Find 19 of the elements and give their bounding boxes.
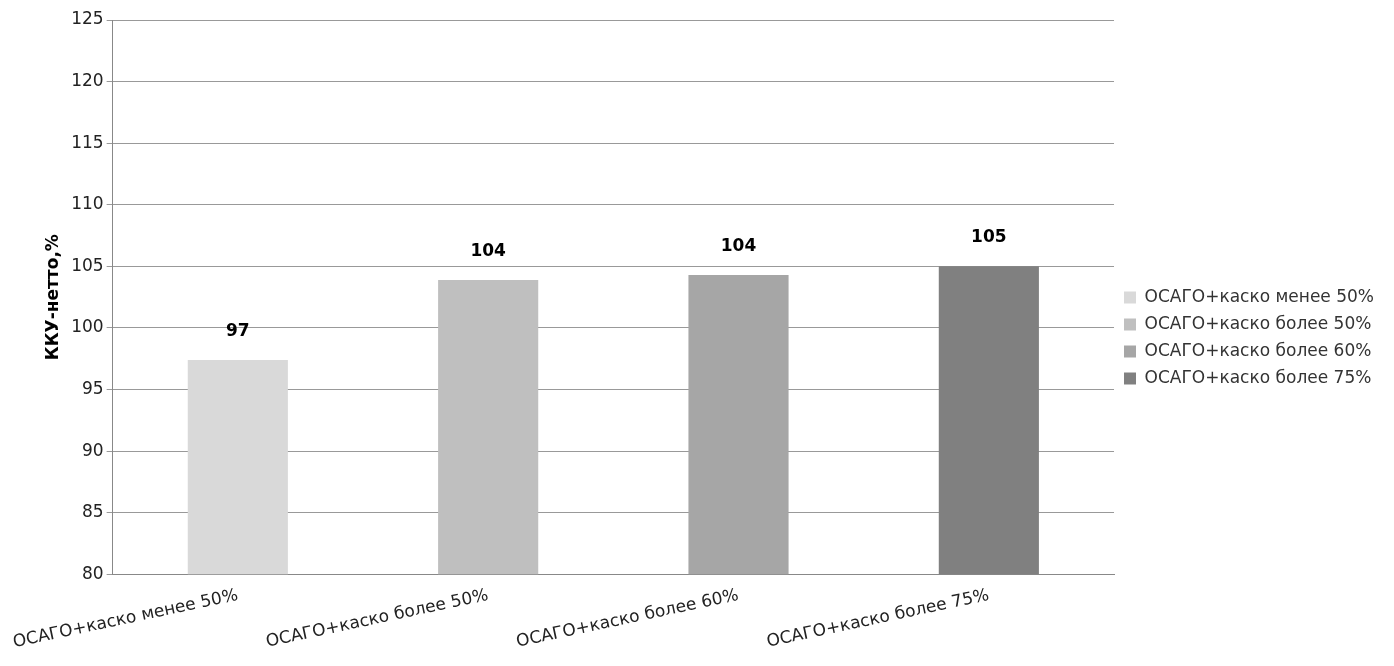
y-tick-label: 125 <box>71 8 104 29</box>
y-tick-label: 115 <box>71 131 104 152</box>
y-tick-label: 105 <box>71 254 104 275</box>
data-label: 104 <box>470 239 507 260</box>
y-axis-title: ККУ-нетто,% <box>42 234 63 361</box>
y-tick-label: 95 <box>82 377 104 398</box>
legend-label: ОСАГО+каско менее 50% <box>1144 285 1374 306</box>
legend-label: ОСАГО+каско более 75% <box>1144 366 1372 387</box>
data-label: 97 <box>225 319 250 340</box>
data-label: 105 <box>971 226 1007 247</box>
legend-label: ОСАГО+каско более 50% <box>1144 312 1372 333</box>
y-tick-label: 110 <box>71 193 104 214</box>
y-tick-label: 100 <box>71 316 104 337</box>
y-tick-label: 80 <box>82 562 104 583</box>
legend-label: ОСАГО+каско более 60% <box>1144 339 1372 360</box>
y-tick-label: 120 <box>71 70 104 91</box>
y-tick-label: 85 <box>82 501 104 522</box>
y-tick-label: 90 <box>82 439 104 460</box>
data-label: 104 <box>720 234 757 255</box>
